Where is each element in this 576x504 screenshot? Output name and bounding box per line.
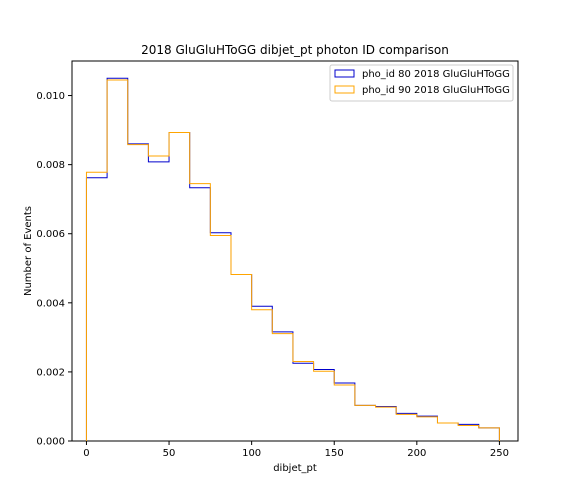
legend-label-1: pho_id 80 2018 GluGluHToGG xyxy=(362,69,510,80)
y-tick-label: 0.004 xyxy=(36,298,65,309)
x-tick-label: 150 xyxy=(325,448,344,459)
series-2-step-line xyxy=(85,79,500,441)
y-tick-label: 0.010 xyxy=(36,91,65,102)
chart-title: 2018 GluGluHToGG dibjet_pt photon ID com… xyxy=(141,43,449,57)
x-tick-label: 0 xyxy=(83,448,89,459)
legend-swatch-2 xyxy=(334,85,355,94)
y-tick-label: 0.008 xyxy=(36,160,65,171)
y-tick-label: 0.000 xyxy=(36,437,65,448)
x-tick-label: 50 xyxy=(163,448,176,459)
legend-swatch-1 xyxy=(334,69,355,78)
x-tick-label: 250 xyxy=(490,448,509,459)
series-layer xyxy=(85,77,500,441)
plot-frame xyxy=(71,60,519,442)
legend-box xyxy=(329,64,514,102)
y-axis-label: Number of Events xyxy=(23,206,34,296)
legend-label-2: pho_id 90 2018 GluGluHToGG xyxy=(362,85,510,96)
plot-area xyxy=(71,60,519,442)
x-tick-label: 200 xyxy=(407,448,426,459)
x-tick-label: 100 xyxy=(242,448,261,459)
y-axis: 0.000 0.002 0.004 0.006 0.008 0.010 xyxy=(36,91,72,448)
x-axis-label: dibjet_pt xyxy=(273,463,317,474)
x-axis: 0 50 100 150 200 250 xyxy=(83,441,509,459)
y-tick-label: 0.002 xyxy=(36,367,65,378)
series-1-step-line xyxy=(85,77,500,441)
y-tick-label: 0.006 xyxy=(36,229,65,240)
legend: pho_id 80 2018 GluGluHToGG pho_id 90 2018… xyxy=(329,64,514,102)
